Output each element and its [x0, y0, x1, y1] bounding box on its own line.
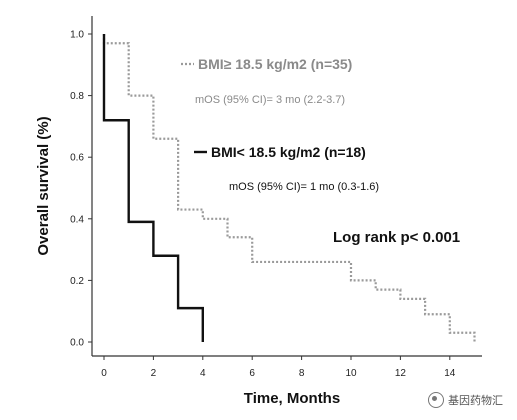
legend-label-bmi-high: BMI≥ 18.5 kg/m2 (n=35) [198, 56, 352, 72]
y-tick-label: 0.2 [70, 276, 84, 287]
x-tick-label: 12 [395, 368, 407, 379]
wechat-icon [428, 392, 444, 408]
mos-annotation-bmi-high: mOS (95% CI)= 3 mo (2.2-3.7) [195, 94, 345, 106]
survival-curve-bmi-low [102, 34, 204, 342]
y-axis-title: Overall survival (%) [35, 116, 52, 255]
y-tick-label: 0.6 [70, 153, 84, 164]
mos-annotation-bmi-low: mOS (95% CI)= 1 mo (0.3-1.6) [229, 181, 379, 193]
x-tick-label: 8 [299, 368, 305, 379]
x-tick-label: 4 [200, 368, 206, 379]
x-axis-title: Time, Months [244, 390, 340, 407]
x-tick-label: 6 [249, 368, 255, 379]
y-tick-label: 1.0 [70, 30, 84, 41]
x-tick-label: 2 [151, 368, 157, 379]
watermark: 基因药物汇 [428, 392, 503, 408]
x-tick-label: 10 [345, 368, 357, 379]
y-tick-label: 0.0 [70, 338, 84, 349]
y-tick-label: 0.8 [70, 91, 84, 102]
logrank-pvalue: Log rank p< 0.001 [333, 229, 460, 246]
y-ticks: 0.0 0.2 0.4 0.6 0.8 1.0 [70, 30, 92, 349]
x-tick-label: 0 [101, 368, 107, 379]
legend-label-bmi-low: BMI< 18.5 kg/m2 (n=18) [211, 144, 366, 160]
x-tick-label: 14 [444, 368, 456, 379]
y-tick-label: 0.4 [70, 214, 84, 225]
watermark-text: 基因药物汇 [448, 394, 503, 407]
x-ticks: 0 2 4 6 8 10 12 14 [101, 356, 456, 379]
